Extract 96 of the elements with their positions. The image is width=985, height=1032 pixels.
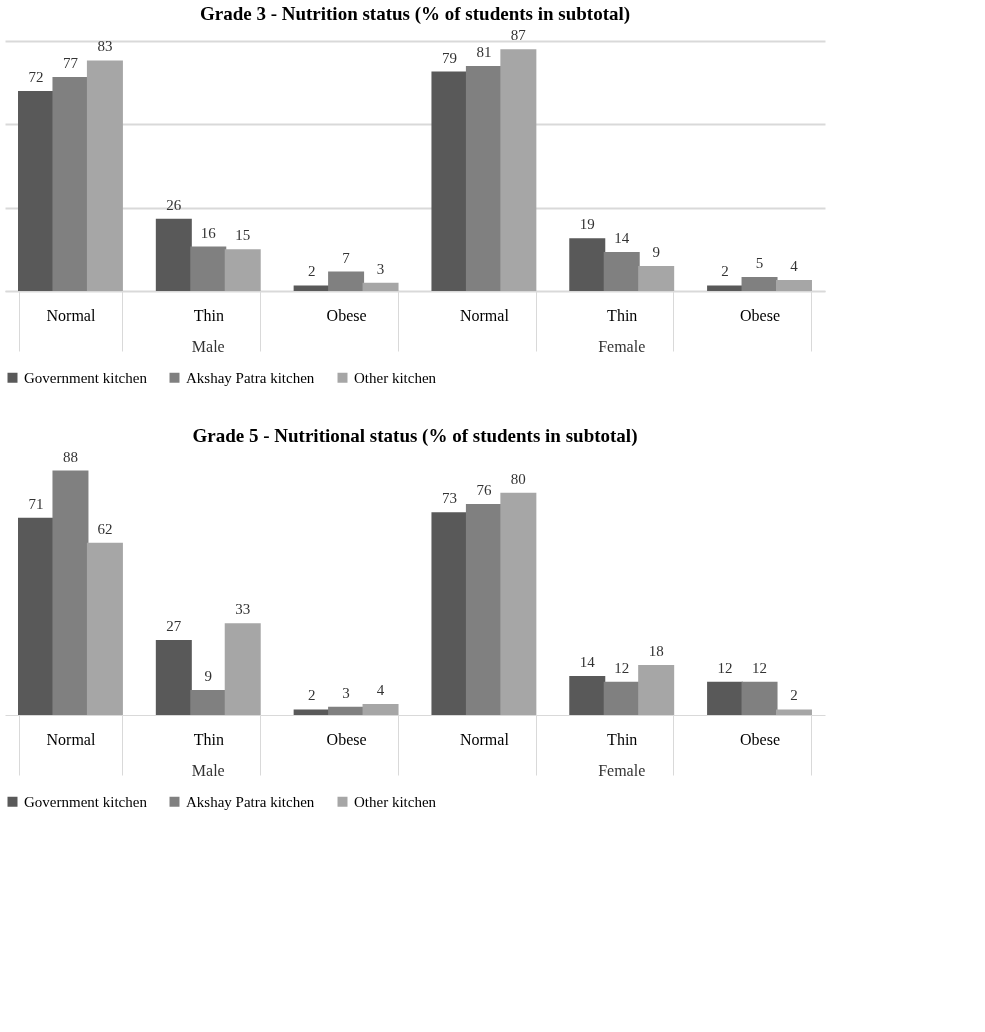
data-label: 77: [62, 55, 79, 72]
bar: [190, 690, 227, 715]
bar: [52, 77, 89, 291]
data-label: 33: [235, 601, 251, 618]
data-label: 18: [648, 643, 664, 659]
bar: [362, 703, 399, 715]
legend-label: Government kitchen: [24, 369, 148, 386]
data-label: 12: [614, 659, 630, 676]
bar: [500, 49, 537, 291]
x-tick-label: Thin: [607, 730, 638, 748]
text: Male: [191, 338, 225, 355]
chart-title: Grade 5 - Nutritional status (% of students in subtotal): [192, 424, 638, 447]
data-label: 87: [510, 27, 527, 44]
text: Female: [598, 762, 646, 779]
data-label: 16: [200, 224, 217, 241]
data-label: 80: [510, 470, 526, 487]
data-label: 3: [376, 260, 385, 277]
bar: [431, 71, 468, 291]
data-label: 88: [62, 448, 78, 465]
data-label: 2: [721, 263, 729, 280]
x-tick-label: Obese: [740, 306, 781, 324]
data-label: 2: [307, 687, 316, 704]
chart-title: Grade 3 - Nutrition status (% of students in subtotal): [199, 3, 631, 26]
bar: [52, 470, 89, 715]
data-label: 12: [752, 659, 768, 676]
data-label: 73: [441, 490, 457, 507]
legend-label: Other kitchen: [354, 793, 437, 810]
bar: [293, 709, 330, 715]
x-tick-label: Obese: [326, 730, 367, 748]
bar: [155, 218, 192, 291]
data-label: 5: [755, 255, 764, 272]
x-tick-label: Normal: [459, 730, 510, 748]
data-label: 76: [476, 481, 492, 498]
data-label: 9: [652, 244, 660, 260]
data-label: 7: [342, 249, 351, 266]
data-label: 62: [97, 520, 113, 537]
x-tick-label: Thin: [607, 306, 638, 324]
bar: [224, 249, 261, 291]
bar: [638, 266, 675, 291]
bar: [328, 271, 365, 291]
bar: [741, 681, 778, 715]
bar: [18, 517, 55, 715]
legend-label: Akshay Patra kitchen: [186, 369, 315, 386]
data-label: 12: [717, 659, 733, 676]
data-label: 83: [97, 38, 113, 55]
data-label: 9: [204, 668, 213, 684]
data-label: 27: [166, 618, 182, 634]
data-label: 14: [579, 654, 596, 671]
legend-label: Akshay Patra kitchen: [186, 793, 315, 810]
bar: [603, 681, 640, 715]
x-tick-label: Normal: [46, 730, 96, 748]
bar: [569, 676, 606, 715]
bar: [18, 91, 55, 291]
bar: [155, 640, 192, 715]
bar: [86, 60, 123, 291]
bar: [707, 681, 744, 715]
bar: [190, 246, 227, 291]
data-label: 4: [376, 681, 385, 698]
bar: [224, 623, 261, 715]
bar: [603, 252, 640, 291]
x-tick-label: Thin: [193, 730, 224, 748]
data-label: 79: [441, 49, 457, 66]
bar: [328, 706, 365, 715]
data-label: 4: [790, 257, 799, 274]
data-label: 19: [579, 216, 595, 233]
data-label: 2: [790, 687, 798, 704]
data-label: 15: [235, 227, 251, 244]
data-label: 2: [307, 263, 316, 280]
text: Female: [598, 338, 646, 355]
x-tick-label: Obese: [740, 730, 781, 748]
bar: [638, 665, 675, 715]
bar: [775, 279, 812, 291]
data-label: 71: [28, 495, 44, 512]
bar: [86, 542, 123, 715]
data-label: 81: [476, 44, 492, 60]
bar: [431, 512, 468, 715]
legend-label: Other kitchen: [354, 369, 437, 386]
bar: [741, 277, 778, 291]
data-label: 14: [614, 230, 630, 247]
text: Male: [191, 762, 225, 779]
bar: [707, 285, 744, 291]
bar: [465, 66, 502, 291]
x-tick-label: Normal: [46, 306, 96, 324]
bar: [465, 503, 502, 715]
bar: [293, 285, 330, 291]
data-label: 72: [28, 69, 44, 85]
bar: [569, 238, 606, 291]
data-label: 3: [342, 684, 350, 701]
bar: [775, 709, 812, 715]
bar: [500, 492, 537, 715]
bar: [362, 282, 399, 291]
data-label: 26: [166, 196, 182, 213]
x-tick-label: Obese: [326, 306, 367, 324]
legend-label: Government kitchen: [24, 793, 148, 810]
x-tick-label: Normal: [459, 306, 510, 324]
x-tick-label: Thin: [193, 306, 224, 324]
